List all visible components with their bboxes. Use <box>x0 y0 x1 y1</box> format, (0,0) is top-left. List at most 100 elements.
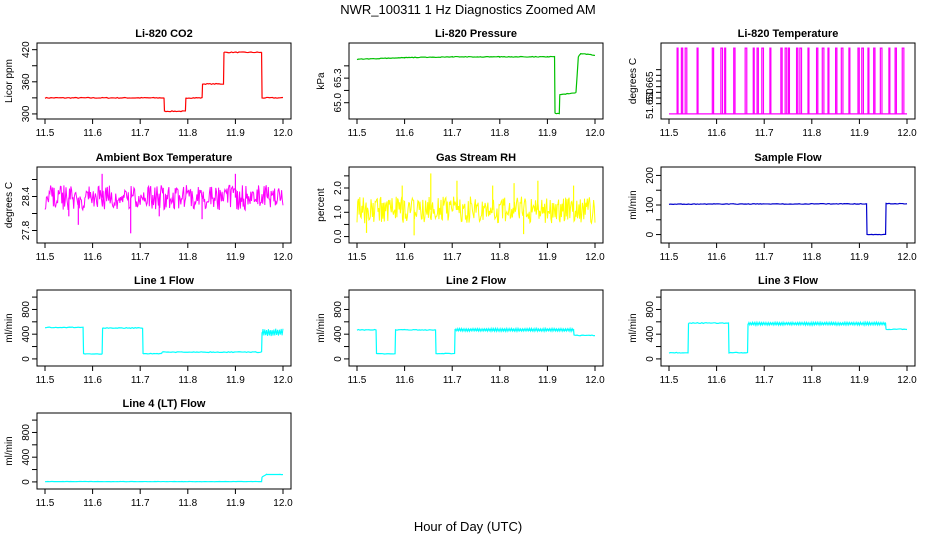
x-tick-label: 11.6 <box>83 498 102 509</box>
y-tick-label: 65.0 <box>333 93 344 113</box>
series-spike <box>724 47 727 114</box>
plot-frame <box>36 412 292 490</box>
series-spike <box>696 47 699 114</box>
series-line <box>668 322 908 354</box>
series-noise <box>261 328 284 337</box>
x-tick-label: 11.9 <box>538 252 557 263</box>
y-tick-label: 100 <box>645 196 656 213</box>
x-tick-label: 11.5 <box>36 375 55 386</box>
series-spike <box>684 47 688 114</box>
series-spike <box>867 47 870 114</box>
series-spike <box>807 47 810 114</box>
x-tick-label: 11.9 <box>226 375 245 386</box>
y-tick-label: 800 <box>645 301 656 318</box>
y-tick-label: 0 <box>333 356 344 362</box>
x-tick-label: 12.0 <box>897 128 917 139</box>
x-tick-label: 12.0 <box>273 128 293 139</box>
x-tick-label: 11.7 <box>443 252 462 263</box>
figure-title: NWR_100311 1 Hz Diagnostics Zoomed AM <box>340 2 596 17</box>
series-spike <box>879 47 883 114</box>
x-tick-label: 11.9 <box>538 128 557 139</box>
x-tick-label: 11.9 <box>226 252 245 263</box>
series-group <box>44 173 284 234</box>
y-axis-label: degrees C <box>628 58 639 104</box>
series-spike <box>873 47 876 114</box>
panel-title: Li-820 Temperature <box>738 28 839 40</box>
plot-frame <box>348 166 604 244</box>
y-tick-label: 400 <box>21 325 32 342</box>
series-spike <box>901 47 905 114</box>
series-spike <box>752 47 755 114</box>
x-tick-label: 12.0 <box>585 128 605 139</box>
y-tick-label: 1.0 <box>333 205 344 219</box>
y-axis-label: kPa <box>316 72 327 90</box>
x-tick-label: 11.8 <box>178 252 197 263</box>
x-tick-label: 11.6 <box>83 375 102 386</box>
figure-xlabel: Hour of Day (UTC) <box>413 519 523 534</box>
series-noise <box>454 326 575 334</box>
x-tick-label: 11.6 <box>83 252 102 263</box>
x-tick-label: 11.9 <box>226 498 245 509</box>
series-spike <box>795 47 799 114</box>
x-tick-label: 11.7 <box>755 252 774 263</box>
y-tick-label: 400 <box>21 448 32 465</box>
series-spike <box>756 47 759 114</box>
x-tick-label: 11.8 <box>802 128 821 139</box>
y-tick-label: 0 <box>21 479 32 485</box>
x-tick-label: 11.8 <box>490 128 509 139</box>
x-tick-label: 11.5 <box>660 128 679 139</box>
x-tick-label: 11.9 <box>538 375 557 386</box>
series-line <box>44 473 284 483</box>
x-tick-label: 11.9 <box>850 375 869 386</box>
series-line <box>44 184 284 212</box>
x-tick-label: 11.6 <box>395 252 414 263</box>
panel-1: Li-820 CO2 11.5 11.6 11.7 11.8 11.9 12.0 300 360… <box>4 28 293 139</box>
x-tick-label: 11.8 <box>490 375 509 386</box>
x-tick-label: 11.5 <box>36 128 55 139</box>
x-tick-label: 11.5 <box>660 375 679 386</box>
y-tick-label: 2.0 <box>333 181 344 195</box>
panel-9: Line 3 Flow 11.5 11.6 11.7 11.8 11.9 12.0 0 400 8… <box>628 275 917 386</box>
series-spike <box>835 47 838 114</box>
panel-title: Sample Flow <box>754 152 822 164</box>
y-axis-label: Licor ppm <box>4 59 15 103</box>
plot-frame <box>660 166 916 244</box>
y-axis-label: ml/min <box>628 313 639 342</box>
y-tick-label: 800 <box>21 424 32 441</box>
series-spike <box>787 47 791 114</box>
series-spike <box>799 47 803 114</box>
series-spike <box>744 47 748 114</box>
x-tick-label: 11.7 <box>131 128 150 139</box>
y-axis-label: ml/min <box>628 190 639 219</box>
panel-7: Line 1 Flow 11.5 11.6 11.7 11.8 11.9 12.0 0 400 8… <box>4 275 293 386</box>
x-tick-label: 11.8 <box>178 128 197 139</box>
series-group <box>356 52 596 115</box>
series-spike <box>676 47 679 114</box>
x-tick-label: 11.6 <box>395 128 414 139</box>
x-tick-label: 11.8 <box>178 375 197 386</box>
series-noise <box>747 320 887 327</box>
panel-4: Ambient Box Temperature 11.5 11.6 11.7 11.8 1… <box>4 152 293 263</box>
x-tick-label: 11.8 <box>802 252 821 263</box>
y-tick-label: 0 <box>645 356 656 362</box>
series-line <box>356 52 596 115</box>
y-tick-label: 400 <box>645 325 656 342</box>
panel-8: Line 2 Flow 11.5 11.6 11.7 11.8 11.9 12.0 0 400 8… <box>316 275 605 386</box>
x-tick-label: 12.0 <box>585 252 605 263</box>
series-group <box>44 51 284 113</box>
series-spike <box>821 47 825 114</box>
x-tick-label: 11.6 <box>395 375 414 386</box>
y-tick-label: 800 <box>333 301 344 318</box>
y-tick-label: 360 <box>21 73 32 90</box>
x-tick-label: 11.7 <box>131 375 150 386</box>
series-line <box>44 51 284 113</box>
y-tick-label: 28.4 <box>21 186 32 206</box>
series-spike <box>857 47 860 114</box>
y-tick-label: 51.665 <box>645 71 656 102</box>
x-tick-label: 12.0 <box>897 252 917 263</box>
panel-title: Line 2 Flow <box>446 275 506 287</box>
x-tick-label: 11.5 <box>348 252 367 263</box>
x-tick-label: 11.6 <box>707 252 726 263</box>
plot-frame <box>36 166 292 244</box>
series-group <box>669 47 907 115</box>
